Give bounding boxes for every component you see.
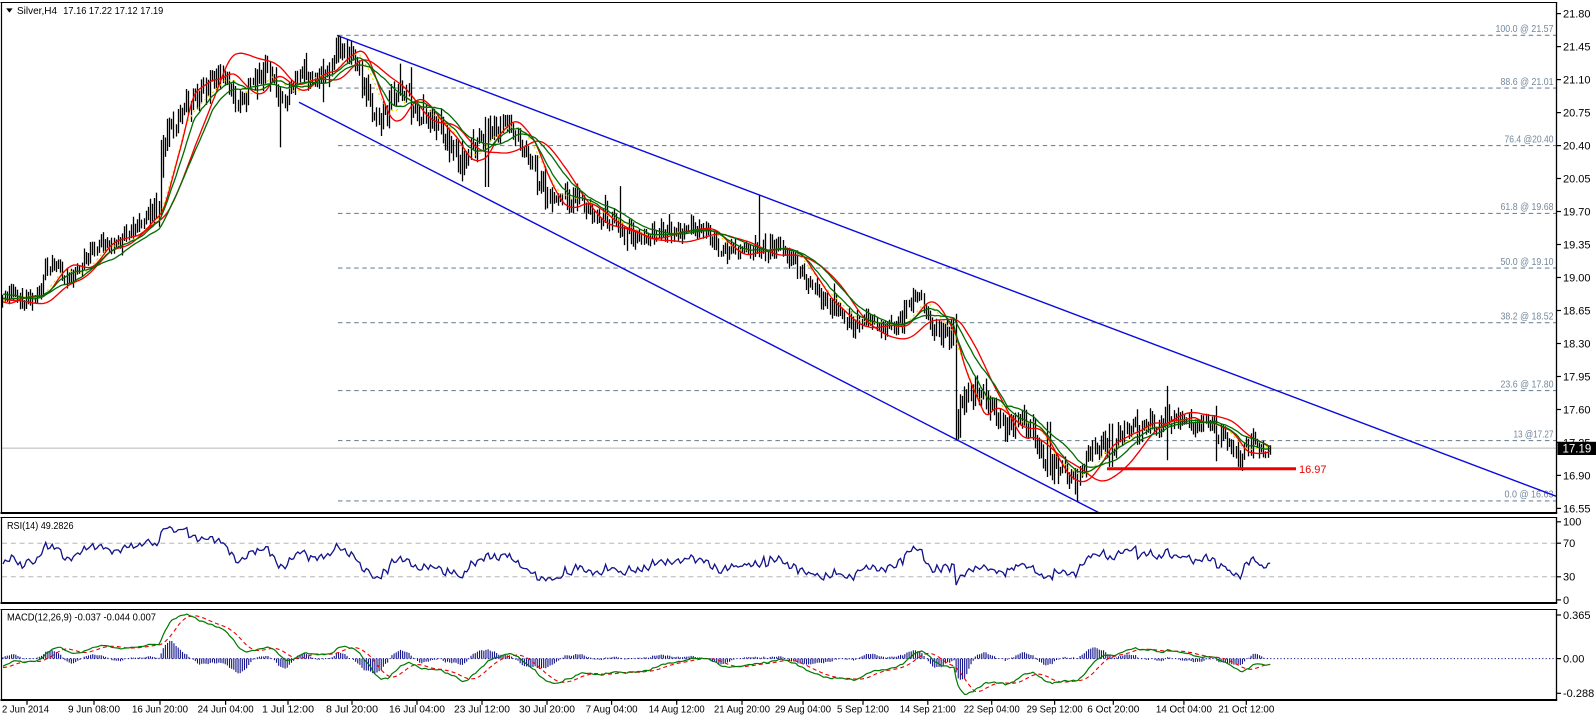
svg-text:24 Jun 04:00: 24 Jun 04:00 bbox=[198, 705, 254, 716]
svg-text:61.8 @ 19.68: 61.8 @ 19.68 bbox=[1501, 202, 1554, 213]
svg-text:21 Aug 20:00: 21 Aug 20:00 bbox=[714, 705, 770, 716]
svg-text:0: 0 bbox=[1563, 595, 1569, 607]
svg-text:16.90: 16.90 bbox=[1563, 470, 1591, 482]
svg-text:6 Oct 20:00: 6 Oct 20:00 bbox=[1087, 705, 1139, 716]
svg-text:-0.288: -0.288 bbox=[1563, 688, 1594, 700]
svg-text:21 Oct 12:00: 21 Oct 12:00 bbox=[1218, 705, 1274, 716]
svg-text:20.75: 20.75 bbox=[1563, 108, 1591, 120]
svg-text:8 Jul 20:00: 8 Jul 20:00 bbox=[326, 705, 378, 716]
svg-text:21.10: 21.10 bbox=[1563, 75, 1591, 87]
svg-text:17.95: 17.95 bbox=[1563, 371, 1591, 383]
svg-text:50.0 @ 19.10: 50.0 @ 19.10 bbox=[1501, 257, 1554, 268]
svg-text:21.45: 21.45 bbox=[1563, 42, 1591, 54]
svg-text:RSI(14) 49.2826: RSI(14) 49.2826 bbox=[7, 520, 74, 532]
svg-text:23.6 @ 17.80: 23.6 @ 17.80 bbox=[1501, 379, 1554, 390]
svg-text:16 Jul 04:00: 16 Jul 04:00 bbox=[389, 705, 445, 716]
svg-text:17.60: 17.60 bbox=[1563, 404, 1591, 416]
svg-text:23 Jul 12:00: 23 Jul 12:00 bbox=[454, 705, 510, 716]
svg-text:18.30: 18.30 bbox=[1563, 338, 1591, 350]
svg-text:16 Jun 20:00: 16 Jun 20:00 bbox=[132, 705, 188, 716]
svg-text:18.65: 18.65 bbox=[1563, 305, 1591, 317]
svg-text:MACD(12,26,9) -0.037 -0.044 0.: MACD(12,26,9) -0.037 -0.044 0.007 bbox=[7, 612, 156, 624]
svg-text:19.35: 19.35 bbox=[1563, 239, 1591, 251]
svg-text:0.0 @ 16.63: 0.0 @ 16.63 bbox=[1505, 490, 1554, 501]
svg-text:16.97: 16.97 bbox=[1299, 464, 1327, 476]
svg-text:29 Aug 04:00: 29 Aug 04:00 bbox=[775, 705, 831, 716]
svg-text:14 Aug 12:00: 14 Aug 12:00 bbox=[649, 705, 705, 716]
svg-text:38.2 @ 18.52: 38.2 @ 18.52 bbox=[1501, 312, 1554, 323]
svg-text:0.00: 0.00 bbox=[1563, 654, 1584, 666]
svg-text:7 Aug 04:00: 7 Aug 04:00 bbox=[586, 705, 638, 716]
svg-text:5 Sep 12:00: 5 Sep 12:00 bbox=[837, 705, 889, 716]
svg-text:19.70: 19.70 bbox=[1563, 206, 1591, 218]
svg-text:Silver,H4: Silver,H4 bbox=[17, 5, 57, 17]
svg-text:20.05: 20.05 bbox=[1563, 173, 1591, 185]
svg-text:88.6 @ 21.01: 88.6 @ 21.01 bbox=[1501, 77, 1554, 88]
svg-text:9 Jun 08:00: 9 Jun 08:00 bbox=[68, 705, 120, 716]
svg-text:70: 70 bbox=[1563, 538, 1575, 550]
svg-text:19.00: 19.00 bbox=[1563, 272, 1591, 284]
svg-text:17.19: 17.19 bbox=[1563, 444, 1592, 456]
svg-text:30: 30 bbox=[1563, 572, 1575, 584]
svg-text:14 Sep 21:00: 14 Sep 21:00 bbox=[900, 705, 956, 716]
svg-text:13 @17.27: 13 @17.27 bbox=[1514, 429, 1554, 440]
svg-text:76.4 @20.40: 76.4 @20.40 bbox=[1505, 134, 1554, 145]
svg-text:14 Oct 04:00: 14 Oct 04:00 bbox=[1156, 705, 1212, 716]
svg-text:17.16 17.22 17.12 17.19: 17.16 17.22 17.12 17.19 bbox=[63, 5, 163, 17]
svg-text:29 Sep 12:00: 29 Sep 12:00 bbox=[1027, 705, 1083, 716]
svg-text:21.80: 21.80 bbox=[1563, 9, 1591, 21]
svg-text:0.365: 0.365 bbox=[1563, 610, 1591, 622]
svg-text:1 Jul 12:00: 1 Jul 12:00 bbox=[262, 705, 314, 716]
svg-text:100.0 @ 21.57: 100.0 @ 21.57 bbox=[1496, 24, 1554, 35]
svg-text:22 Sep 04:00: 22 Sep 04:00 bbox=[964, 705, 1020, 716]
svg-text:100: 100 bbox=[1563, 517, 1581, 529]
svg-text:2 Jun 2014: 2 Jun 2014 bbox=[2, 705, 49, 716]
svg-text:16.55: 16.55 bbox=[1563, 503, 1591, 515]
svg-text:20.40: 20.40 bbox=[1563, 141, 1591, 153]
svg-text:30 Jul 20:00: 30 Jul 20:00 bbox=[519, 705, 575, 716]
